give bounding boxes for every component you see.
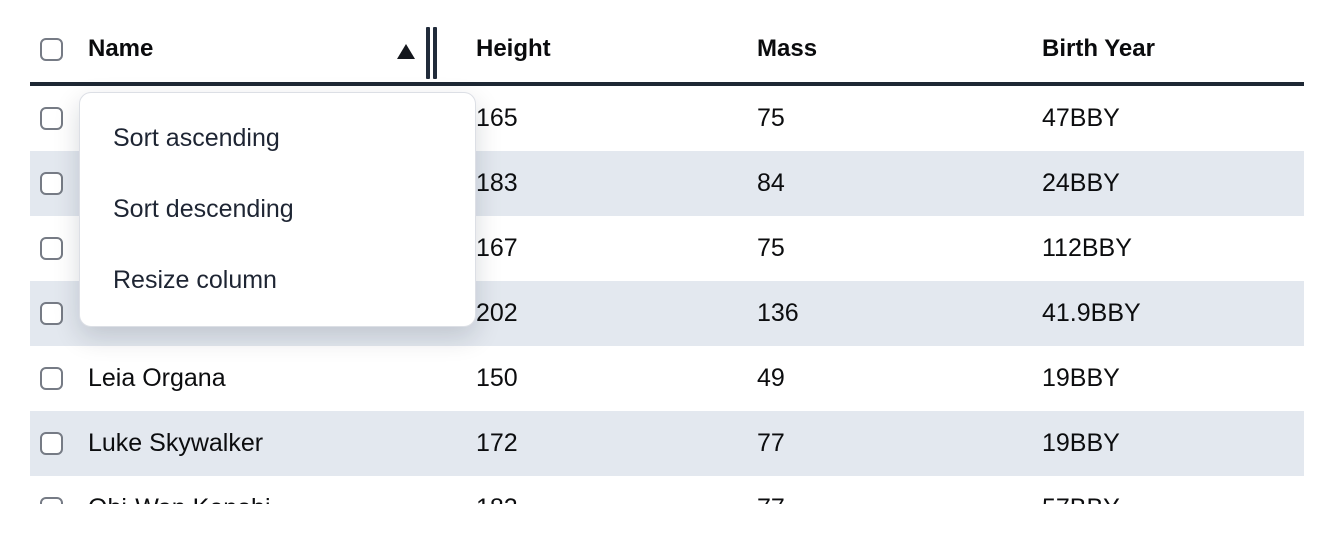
header-checkbox-cell (30, 37, 88, 61)
row-checkbox-cell (30, 172, 88, 195)
cell-mass: 75 (757, 104, 785, 132)
menu-item-sort-descending[interactable]: Sort descending (113, 195, 294, 223)
cell-height: 172 (476, 429, 518, 457)
row-checkbox[interactable] (40, 367, 63, 390)
menu-item-resize-column[interactable]: Resize column (113, 266, 277, 294)
cell-birth-year: 19BBY (1042, 429, 1120, 457)
cell-name: Luke Skywalker (88, 429, 264, 457)
row-checkbox[interactable] (40, 172, 63, 195)
row-checkbox-cell (30, 367, 88, 390)
cell-height: 150 (476, 364, 518, 392)
cell-name: Leia Organa (88, 364, 226, 392)
cell-birth-year: 112BBY (1042, 234, 1132, 262)
table-row: Luke Skywalker 172 77 19BBY (30, 411, 1304, 476)
cell-birth-year: 57BBY (1042, 494, 1304, 504)
row-checkbox[interactable] (40, 497, 63, 504)
cell-mass: 75 (757, 234, 785, 262)
row-checkbox[interactable] (40, 107, 63, 130)
cell-birth-year: 41.9BBY (1042, 299, 1141, 327)
row-checkbox[interactable] (40, 237, 63, 260)
cell-mass: 136 (757, 299, 799, 327)
column-header-birth-year[interactable]: Birth Year (1042, 35, 1155, 62)
column-header-height[interactable]: Height (476, 35, 551, 62)
column-header-mass[interactable]: Mass (757, 35, 818, 62)
cell-birth-year: 19BBY (1042, 364, 1120, 392)
cell-height: 182 (476, 494, 757, 504)
row-checkbox-cell (30, 237, 88, 260)
resize-bar-icon (426, 27, 430, 79)
cell-mass: 77 (757, 494, 1042, 504)
cell-birth-year: 24BBY (1042, 169, 1120, 197)
table-row: Leia Organa 150 49 19BBY (30, 346, 1304, 411)
sort-ascending-icon[interactable] (397, 44, 415, 59)
column-context-menu: Sort ascending Sort descending Resize co… (79, 92, 476, 327)
cell-birth-year: 47BBY (1042, 104, 1120, 132)
cell-mass: 84 (757, 169, 785, 197)
cell-mass: 49 (757, 364, 785, 392)
resize-bar-icon (433, 27, 437, 79)
row-checkbox-cell (30, 432, 88, 455)
cell-height: 167 (476, 234, 518, 262)
row-checkbox-cell (30, 302, 88, 325)
row-checkbox[interactable] (40, 432, 63, 455)
column-header-name[interactable]: Name (88, 35, 154, 62)
cell-height: 183 (476, 169, 518, 197)
menu-item-sort-ascending[interactable]: Sort ascending (113, 124, 280, 152)
table-row: Obi-Wan Kenobi1827757BBY (30, 476, 1304, 504)
table-header-row: Name Height Mass Birth Year (30, 0, 1304, 86)
cell-height: 165 (476, 104, 518, 132)
row-checkbox[interactable] (40, 302, 63, 325)
row-checkbox-cell (30, 497, 88, 504)
select-all-checkbox[interactable] (40, 37, 63, 61)
cell-name: Obi-Wan Kenobi (88, 494, 476, 504)
cell-height: 202 (476, 299, 518, 327)
row-checkbox-cell (30, 107, 88, 130)
cell-mass: 77 (757, 429, 785, 457)
column-resize-handle[interactable] (426, 27, 437, 79)
